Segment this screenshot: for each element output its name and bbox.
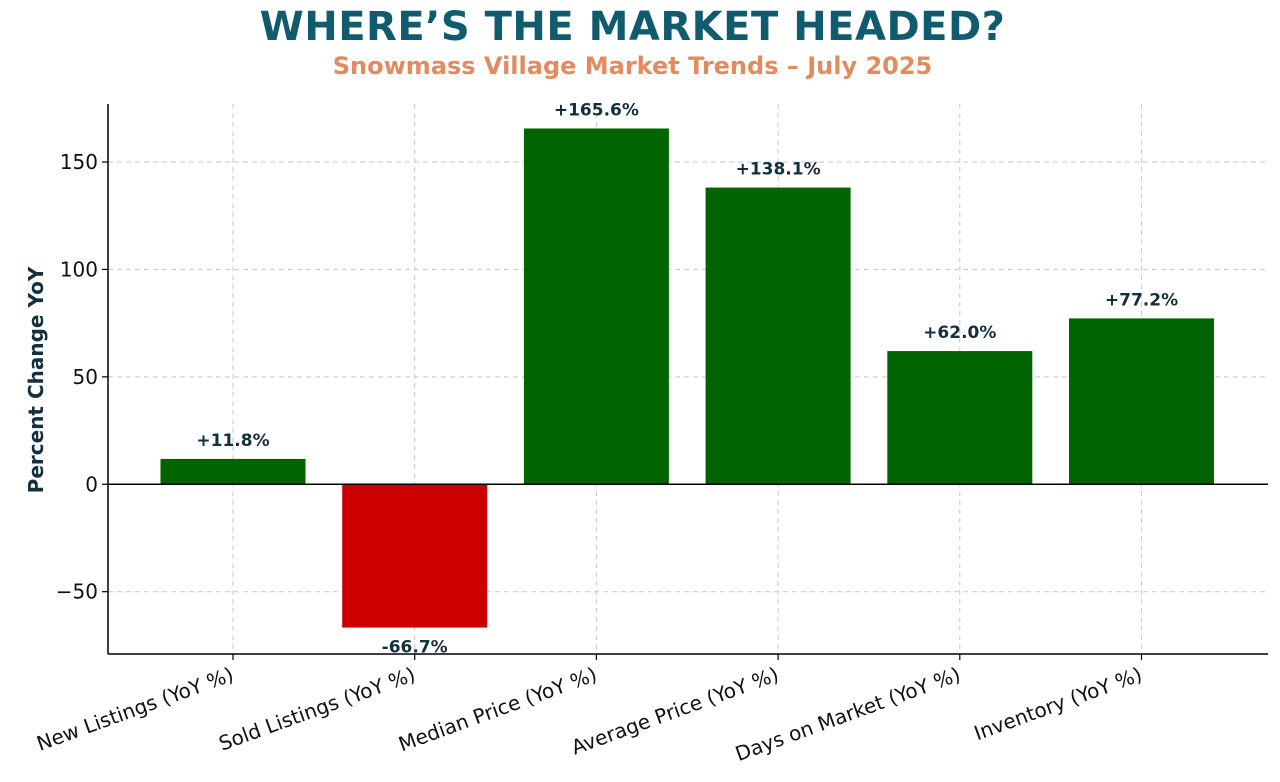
data-label: +165.6% [554, 100, 639, 120]
data-label: +11.8% [196, 431, 269, 451]
data-label: +62.0% [923, 323, 996, 343]
data-label: +77.2% [1105, 290, 1178, 310]
bar [705, 187, 851, 485]
x-tick-label: New Listings (YoY %) [33, 662, 236, 756]
axes [107, 104, 1268, 655]
bar [887, 351, 1033, 485]
x-tick-label: Inventory (YoY %) [971, 662, 1145, 745]
x-ticks: New Listings (YoY %)Sold Listings (YoY %… [33, 654, 1145, 766]
y-tick-label: −50 [56, 580, 98, 604]
data-labels: +11.8% -66.7% +165.6% +138.1% +62.0% +77.2% [196, 100, 1178, 657]
data-label: +138.1% [736, 160, 821, 180]
bars [160, 128, 1214, 628]
y-tick-label: 0 [85, 472, 98, 496]
chart-subtitle: Snowmass Village Market Trends – July 20… [332, 52, 933, 80]
chart-title: WHERE’S THE MARKET HEADED? [259, 4, 1006, 50]
x-tick-label: Sold Listings (YoY %) [216, 662, 419, 755]
y-axis-label: Percent Change YoY [24, 266, 48, 493]
y-tick-label: 50 [73, 365, 98, 389]
y-tick-label: 150 [60, 150, 98, 174]
bar [342, 484, 488, 628]
bar [160, 458, 306, 485]
y-tick-label: 100 [60, 257, 98, 281]
bar [523, 128, 669, 485]
bar [1069, 318, 1214, 485]
y-ticks: −50 0 50 100 150 [56, 150, 108, 604]
data-label: -66.7% [382, 638, 448, 658]
